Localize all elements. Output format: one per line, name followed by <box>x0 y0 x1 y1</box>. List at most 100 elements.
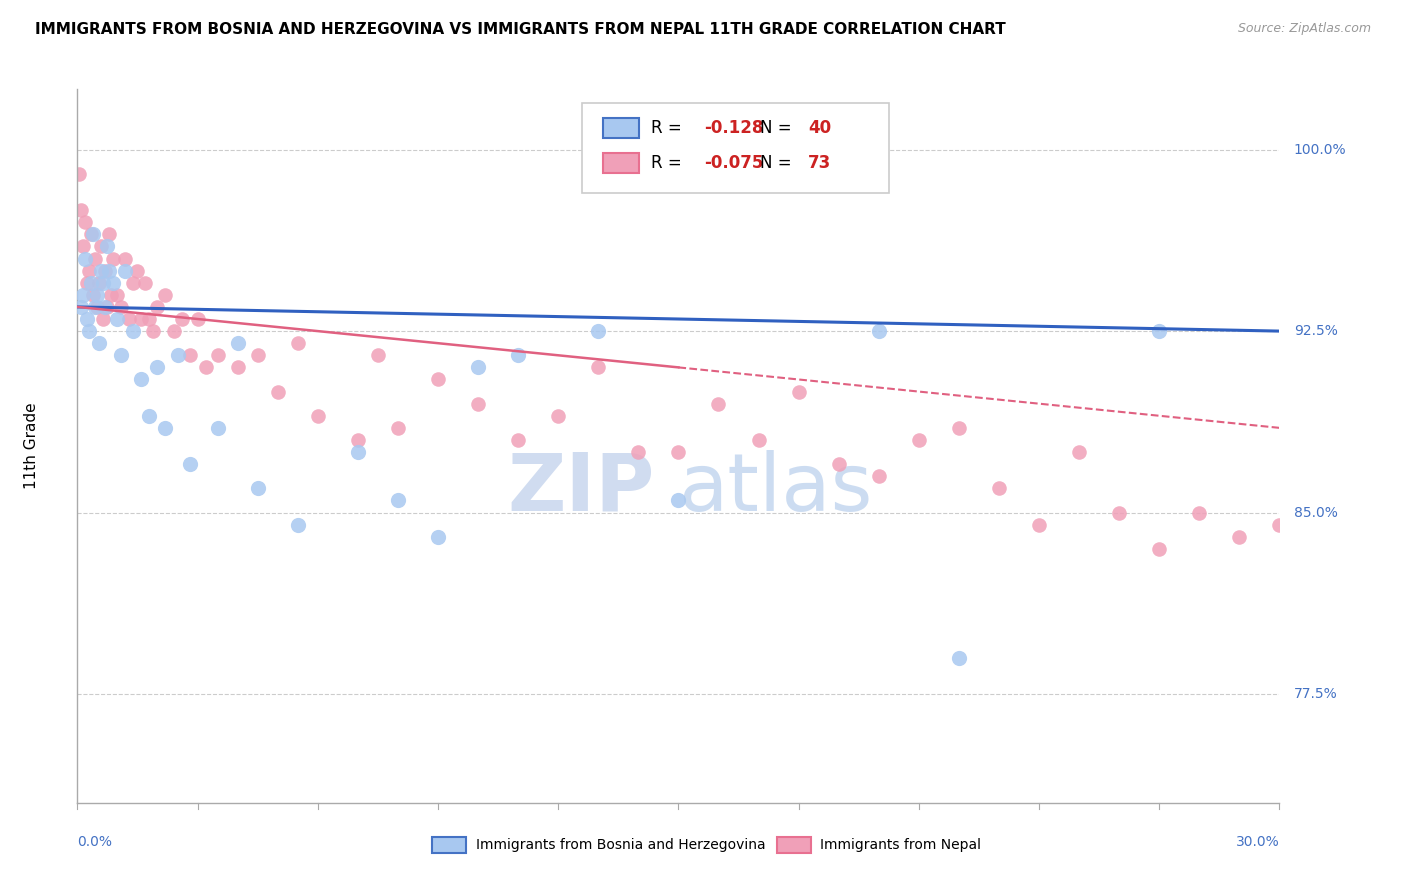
FancyBboxPatch shape <box>778 837 811 853</box>
Point <box>748 433 770 447</box>
Point <box>868 324 890 338</box>
Point <box>75 215 97 229</box>
Point <box>134 276 156 290</box>
Point <box>82 227 104 242</box>
Point <box>627 445 650 459</box>
Point <box>90 239 112 253</box>
Text: Immigrants from Nepal: Immigrants from Nepal <box>820 838 981 852</box>
Point <box>787 384 810 399</box>
Point <box>508 433 530 447</box>
Point <box>67 167 90 181</box>
Point <box>103 252 125 266</box>
Point <box>103 276 125 290</box>
Point <box>1268 517 1291 532</box>
Point <box>1348 481 1371 495</box>
Point <box>207 421 229 435</box>
Point <box>138 409 160 423</box>
Text: 0.0%: 0.0% <box>77 835 112 849</box>
Point <box>96 239 118 253</box>
Point <box>1108 506 1130 520</box>
Point <box>89 336 111 351</box>
Point <box>226 336 249 351</box>
Point <box>72 288 94 302</box>
Point <box>427 372 450 386</box>
Point <box>467 360 489 375</box>
Text: 100.0%: 100.0% <box>1294 143 1347 157</box>
Point <box>146 360 169 375</box>
Point <box>988 481 1011 495</box>
Point <box>547 409 569 423</box>
Text: Source: ZipAtlas.com: Source: ZipAtlas.com <box>1237 22 1371 36</box>
Point <box>162 324 184 338</box>
Point <box>467 397 489 411</box>
Point <box>110 348 132 362</box>
Point <box>1188 506 1211 520</box>
Point <box>1368 554 1391 568</box>
Point <box>131 372 153 386</box>
Point <box>142 324 165 338</box>
Point <box>387 493 409 508</box>
Point <box>287 517 309 532</box>
Point <box>170 312 193 326</box>
Text: 40: 40 <box>808 120 831 137</box>
Point <box>114 263 136 277</box>
Text: Immigrants from Bosnia and Herzegovina: Immigrants from Bosnia and Herzegovina <box>477 838 766 852</box>
Point <box>122 276 145 290</box>
FancyBboxPatch shape <box>603 153 638 173</box>
Text: -0.128: -0.128 <box>703 120 763 137</box>
Point <box>79 324 101 338</box>
Point <box>94 263 117 277</box>
Point <box>79 263 101 277</box>
Text: 85.0%: 85.0% <box>1294 506 1337 519</box>
Point <box>76 312 98 326</box>
Point <box>367 348 389 362</box>
Point <box>70 300 93 314</box>
Point <box>1229 530 1251 544</box>
Point <box>155 288 177 302</box>
FancyBboxPatch shape <box>582 103 889 193</box>
Point <box>80 276 103 290</box>
Point <box>668 493 690 508</box>
Point <box>246 348 269 362</box>
Point <box>90 263 112 277</box>
Point <box>828 457 851 471</box>
Point <box>427 530 450 544</box>
Text: ZIP: ZIP <box>508 450 654 528</box>
Point <box>1149 541 1171 556</box>
Point <box>107 312 129 326</box>
Text: 30.0%: 30.0% <box>1236 835 1279 849</box>
Point <box>138 312 160 326</box>
Point <box>98 263 121 277</box>
Point <box>1149 324 1171 338</box>
Point <box>707 397 730 411</box>
Text: R =: R = <box>651 153 686 171</box>
Point <box>93 276 115 290</box>
Point <box>82 288 104 302</box>
Text: 73: 73 <box>808 153 831 171</box>
Point <box>1028 517 1050 532</box>
Point <box>110 300 132 314</box>
Point <box>89 276 111 290</box>
Point <box>107 288 129 302</box>
Text: 92.5%: 92.5% <box>1294 324 1337 338</box>
Point <box>86 288 108 302</box>
Point <box>287 336 309 351</box>
FancyBboxPatch shape <box>432 837 465 853</box>
Point <box>668 445 690 459</box>
Text: N =: N = <box>761 120 797 137</box>
Point <box>86 300 108 314</box>
Point <box>868 469 890 483</box>
Point <box>1329 530 1351 544</box>
Point <box>70 203 93 218</box>
Point <box>166 348 188 362</box>
Point <box>267 384 290 399</box>
Point <box>207 348 229 362</box>
Point <box>94 300 117 314</box>
Point <box>1389 493 1406 508</box>
Point <box>114 252 136 266</box>
Text: IMMIGRANTS FROM BOSNIA AND HERZEGOVINA VS IMMIGRANTS FROM NEPAL 11TH GRADE CORRE: IMMIGRANTS FROM BOSNIA AND HERZEGOVINA V… <box>35 22 1005 37</box>
Point <box>100 288 122 302</box>
Point <box>80 227 103 242</box>
Point <box>346 445 368 459</box>
Point <box>84 300 107 314</box>
